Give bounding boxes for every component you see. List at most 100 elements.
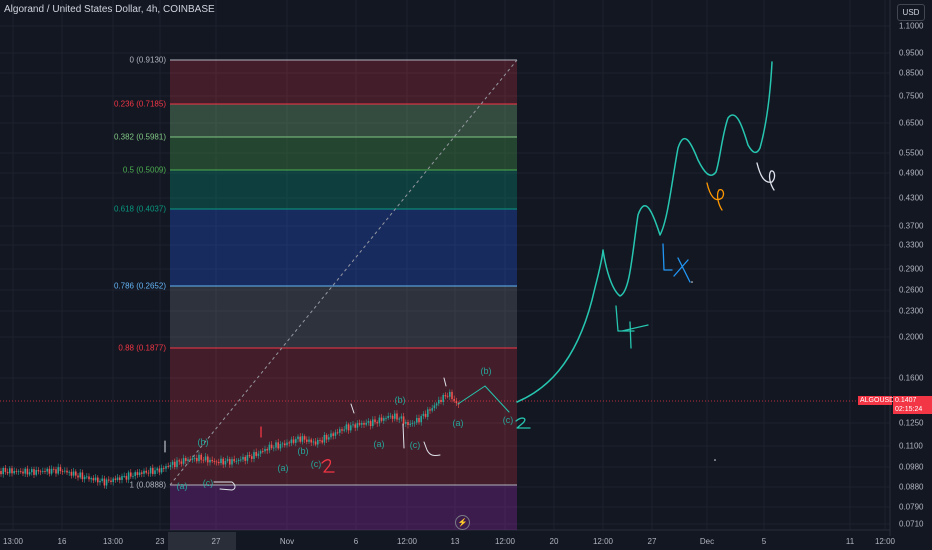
candle-body	[290, 439, 293, 444]
candle-body	[31, 469, 33, 473]
price-axis[interactable]: 1.1000 0.9500 0.8500 0.7500 0.6500 0.5500 0.49…	[890, 0, 932, 536]
wave-label-c4: (c)	[502, 415, 514, 425]
candle-body	[277, 442, 279, 449]
fib-retracement[interactable]	[169, 59, 518, 530]
candle-body	[103, 478, 106, 486]
candle-body	[59, 467, 62, 472]
candle-body	[242, 456, 244, 460]
candle-body	[114, 478, 117, 480]
tick-mark-3	[350, 403, 355, 414]
price-tick: 0.3300	[899, 240, 924, 250]
candle-body	[81, 472, 84, 480]
time-tick: 27	[211, 537, 221, 546]
candle-body	[387, 415, 389, 419]
candle-body	[281, 443, 284, 445]
candle-body	[187, 459, 189, 461]
candle-body	[398, 418, 400, 420]
time-tick: 13:00	[102, 537, 124, 546]
time-tick: 13	[450, 537, 460, 546]
candle-body	[169, 464, 172, 468]
candle-body	[196, 457, 198, 462]
price-tick: 0.1250	[899, 418, 924, 428]
currency-button[interactable]: USD	[897, 4, 925, 21]
candle-body	[200, 454, 202, 460]
candle-body	[61, 471, 64, 472]
white-c-hook-1	[213, 481, 236, 491]
dot-mark	[714, 459, 716, 461]
candle-body	[125, 475, 128, 480]
candle-body	[251, 456, 253, 459]
price-tick: 0.7500	[899, 91, 924, 101]
candle-body	[284, 443, 286, 446]
candle-body	[119, 477, 121, 480]
candle-body	[303, 436, 306, 440]
candle-body	[209, 459, 211, 463]
candle-body	[64, 470, 66, 472]
tick-mark-5	[402, 423, 405, 449]
candle-body	[442, 394, 444, 402]
candle-body	[110, 480, 112, 483]
candle-body	[189, 459, 191, 461]
time-tick: 5	[761, 537, 767, 546]
candle-body	[314, 441, 317, 445]
candle-body	[422, 413, 425, 417]
candle-body	[438, 399, 440, 404]
candle-body	[20, 471, 22, 473]
time-axis[interactable]: 13:00 16 13:00 23 27 Nov 6 12:00 13 12:00 20 12:00 2…	[0, 530, 895, 550]
candle-body	[35, 470, 37, 475]
candle-body	[213, 461, 216, 463]
candle-body	[134, 472, 136, 476]
candle-body	[28, 472, 31, 475]
candle-body	[262, 451, 264, 452]
candlestick-series[interactable]	[0, 389, 460, 489]
candle-body	[409, 423, 411, 426]
candle-body	[444, 394, 447, 397]
candle-body	[365, 422, 367, 425]
candle-body	[288, 442, 290, 444]
candle-body	[191, 458, 194, 460]
candle-body	[396, 413, 398, 420]
fib-label-088: 0.88 (0.1877)	[118, 343, 166, 353]
candle-body	[347, 424, 350, 431]
candle-body	[6, 471, 9, 474]
symbol-title[interactable]: Algorand / United States Dollar, 4h, COI…	[4, 4, 215, 15]
lightning-icon[interactable]: ⚡	[455, 515, 470, 530]
hand-drawings[interactable]	[164, 61, 776, 491]
candle-body	[383, 418, 385, 421]
wave-label-c2: (c)	[310, 459, 322, 469]
candle-body	[156, 468, 158, 471]
candle-body	[279, 444, 282, 449]
green-zigzag-drawing	[457, 385, 510, 413]
candle-body	[55, 469, 57, 474]
candle-body	[160, 467, 163, 473]
candle-body	[334, 432, 337, 436]
wave-label-a2: (a)	[277, 463, 289, 473]
candle-body	[37, 470, 40, 472]
wave-label-b4: (b)	[480, 366, 492, 376]
candle-body	[449, 391, 451, 397]
current-price-symbol-label: ALGOUSD	[858, 396, 895, 405]
candle-body	[369, 421, 372, 427]
time-tick: 23	[155, 537, 165, 546]
candle-body	[215, 461, 218, 463]
candle-body	[275, 442, 277, 448]
candle-body	[108, 479, 110, 481]
candle-body	[345, 424, 348, 430]
candle-body	[341, 429, 343, 431]
price-tick: 0.2600	[899, 285, 924, 295]
time-tick: Dec	[699, 537, 715, 546]
candle-body	[273, 447, 275, 449]
candle-body	[231, 459, 233, 465]
white-mark-drawing	[756, 162, 776, 191]
candle-body	[141, 472, 143, 474]
candle-body	[68, 471, 70, 473]
candle-body	[418, 417, 420, 423]
candle-body	[270, 444, 273, 449]
candle-body	[193, 457, 196, 459]
fib-label-0382: 0.382 (0.5981)	[113, 132, 166, 142]
candle-body	[323, 434, 326, 443]
candle-body	[237, 459, 240, 462]
candle-body	[453, 399, 455, 401]
candle-body	[136, 472, 139, 475]
